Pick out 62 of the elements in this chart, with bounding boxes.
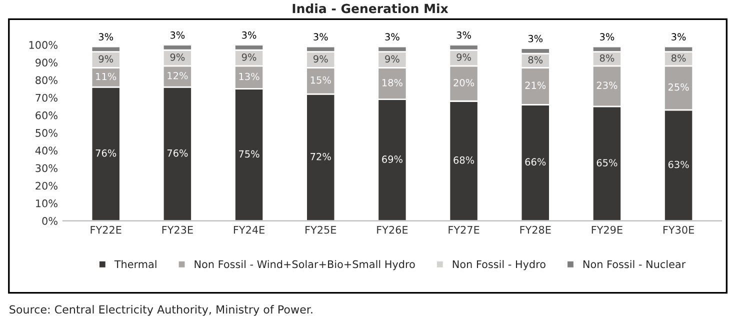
- x-tick-label: FY29E: [592, 226, 622, 234]
- y-tick-label: 20%: [36, 182, 58, 190]
- x-tick-label: FY27E: [448, 226, 480, 234]
- x-tick-label: FY23E: [162, 226, 193, 234]
- legend-label: Non Fossil - Hydro: [452, 260, 546, 270]
- data-label: 65%: [596, 159, 618, 166]
- data-label: 9%: [98, 55, 114, 63]
- data-label: 3%: [385, 33, 400, 41]
- x-tick-label: FY25E: [306, 226, 336, 234]
- x-tick-label: FY24E: [234, 226, 264, 234]
- source-note: Source: Central Electricity Authority, Ministry of Power.: [10, 305, 312, 316]
- x-tick-label: FY22E: [90, 226, 122, 234]
- data-label: 11%: [96, 72, 116, 80]
- y-tick-label: 70%: [36, 94, 58, 102]
- data-label: 63%: [668, 160, 689, 168]
- data-label: 69%: [382, 156, 402, 163]
- data-label: 9%: [456, 53, 471, 61]
- data-label: 75%: [239, 150, 260, 158]
- data-label: 3%: [528, 34, 543, 42]
- data-label: 9%: [170, 53, 185, 61]
- data-label: 20%: [454, 78, 474, 86]
- data-label: 13%: [239, 72, 260, 80]
- data-label: 76%: [96, 149, 116, 157]
- data-label: 25%: [668, 83, 689, 91]
- data-label: 3%: [600, 33, 614, 41]
- data-label: 18%: [382, 78, 402, 86]
- data-label: 76%: [167, 149, 188, 157]
- y-tick-label: 40%: [35, 146, 58, 155]
- data-label: 3%: [242, 31, 256, 39]
- data-label: 15%: [310, 76, 331, 84]
- data-label: 23%: [596, 82, 618, 89]
- data-label: 12%: [168, 72, 188, 80]
- chart-title: India - Generation Mix: [292, 4, 448, 14]
- data-label: 8%: [671, 54, 686, 62]
- y-tick-label: 80%: [36, 76, 58, 84]
- y-tick-label: 90%: [36, 58, 58, 67]
- x-tick-label: FY28E: [520, 226, 551, 234]
- data-label: 21%: [525, 82, 546, 89]
- y-tick-label: 0%: [42, 217, 58, 225]
- data-label: 3%: [672, 33, 686, 41]
- y-tick-label: 60%: [36, 111, 58, 120]
- y-tick-label: 30%: [36, 164, 58, 172]
- data-label: 9%: [314, 55, 328, 63]
- y-tick-label: 10%: [36, 199, 58, 208]
- data-label: 9%: [385, 55, 400, 63]
- data-label: 9%: [242, 53, 256, 61]
- data-label: 3%: [98, 33, 114, 41]
- data-label: 72%: [310, 152, 331, 160]
- data-label: 3%: [314, 33, 328, 41]
- legend-label: Thermal: [114, 260, 156, 268]
- data-label: 3%: [170, 31, 185, 39]
- y-tick-label: 50%: [36, 129, 58, 137]
- x-tick-label: FY26E: [377, 226, 408, 234]
- data-label: 8%: [528, 56, 543, 64]
- data-label: 68%: [454, 156, 474, 164]
- x-tick-label: FY30E: [663, 226, 694, 234]
- legend-label: Non Fossil - Nuclear: [583, 260, 686, 268]
- y-tick-label: 100%: [29, 41, 58, 49]
- data-label: 8%: [600, 54, 614, 62]
- data-label: 3%: [456, 31, 471, 39]
- data-label: 66%: [525, 158, 546, 166]
- legend-label: Non Fossil - Wind+Solar+Bio+Small Hydro: [194, 260, 415, 270]
